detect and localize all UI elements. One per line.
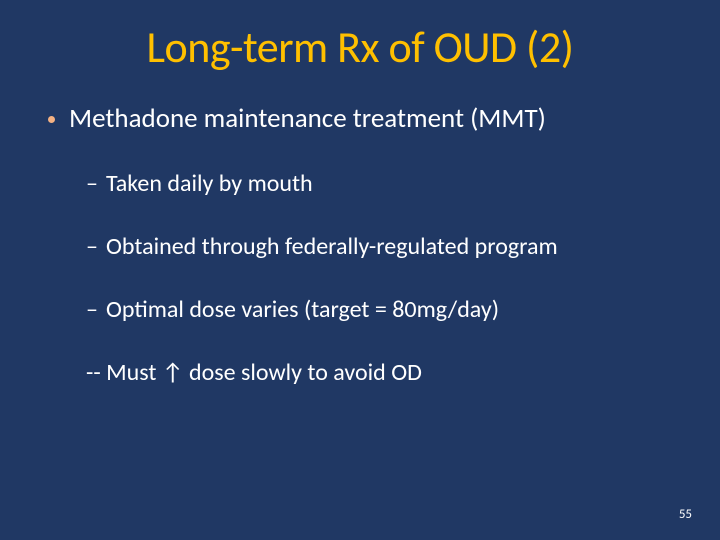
dash-icon: – — [86, 232, 98, 261]
bullet-dot-icon — [48, 116, 55, 123]
dash-icon: – — [86, 169, 98, 198]
bullet-level2-item: – Taken daily by mouth — [86, 169, 680, 198]
dash-icon: – — [86, 295, 98, 324]
bullet-level2-plain-text: -- Must ↑ dose slowly to avoid OD — [86, 358, 422, 387]
bullet-level2-item: – Optimal dose varies (target = 80mg/day… — [86, 295, 680, 324]
bullet-level2-text: Optimal dose varies (target = 80mg/day) — [106, 295, 499, 324]
bullet-level1-text: Methadone maintenance treatment (MMT) — [69, 102, 546, 135]
bullet-level2-item: – Obtained through federally-regulated p… — [86, 232, 680, 261]
page-number: 55 — [679, 507, 692, 522]
bullet-level2-plain: -- Must ↑ dose slowly to avoid OD — [86, 358, 680, 387]
bullet-level2-text: Taken daily by mouth — [106, 169, 313, 198]
slide-title: Long-term Rx of OUD (2) — [40, 20, 680, 74]
slide: Long-term Rx of OUD (2) Methadone mainte… — [0, 0, 720, 540]
bullet-level1: Methadone maintenance treatment (MMT) — [48, 102, 680, 135]
bullet-level2-text: Obtained through federally-regulated pro… — [106, 232, 558, 261]
